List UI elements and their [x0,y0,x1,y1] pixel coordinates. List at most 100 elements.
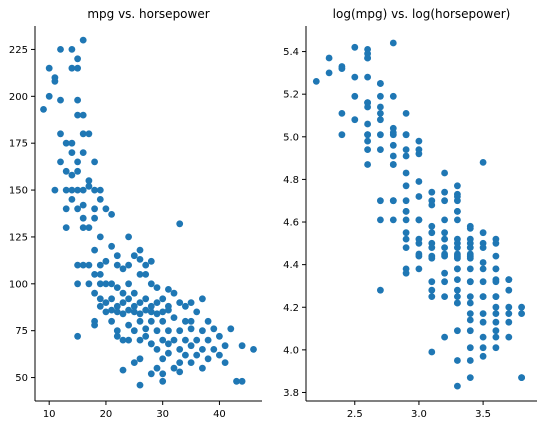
scatter-point [74,64,81,72]
scatter-point [85,280,93,288]
scatter-point [479,259,487,266]
scatter-point [505,303,513,311]
scatter-point [62,167,70,175]
right-y-tick-label: 4.4 [283,260,299,271]
scatter-point [176,368,184,376]
scatter-point [40,106,47,113]
scatter-point [402,146,410,154]
scatter-point [492,278,500,286]
scatter-point [441,293,448,300]
scatter-point [428,229,436,237]
scatter-point [96,271,104,278]
scatter-point [68,46,76,53]
scatter-point [389,216,397,224]
scatter-point [351,43,359,51]
scatter-point [51,77,59,85]
scatter-point [108,295,115,303]
scatter-point [74,332,81,340]
right-scatter-plot: log(mpg) vs. log(horsepower) 2.5 3.0 3.5 3.… [283,7,537,420]
scatter-point [182,336,189,344]
scatter-point [505,286,513,294]
scatter-point [142,325,150,333]
scatter-point [187,342,195,350]
scatter-point [85,177,93,185]
scatter-point [479,333,487,341]
scatter-point [102,257,110,265]
scatter-point [402,235,410,243]
scatter-point [227,325,235,333]
scatter-point [199,295,206,303]
scatter-point [136,355,144,363]
scatter-point [466,278,474,286]
scatter-point [377,146,384,154]
scatter-point [136,299,144,306]
scatter-point [479,244,487,252]
scatter-point [402,197,410,205]
scatter-point [377,116,384,124]
scatter-point [364,73,371,81]
scatter-point [428,254,436,262]
scatter-point [479,318,487,326]
left-y-tick-label: 200 [9,92,28,103]
scatter-point [57,158,64,166]
scatter-point [441,216,448,224]
scatter-point [428,293,436,300]
scatter-point [108,280,115,288]
scatter-point [159,317,167,325]
scatter-point [147,302,155,310]
scatter-point [74,280,81,288]
scatter-point [454,193,461,200]
scatter-point [57,96,64,104]
scatter-point [136,336,144,344]
scatter-point [136,310,144,318]
scatter-point [199,346,206,353]
scatter-point [68,186,76,194]
scatter-point [74,96,81,104]
scatter-point [153,299,161,306]
scatter-point [182,302,189,310]
scatter-point [389,161,397,168]
scatter-point [130,252,138,260]
scatter-point [74,261,81,269]
scatter-point [102,205,110,213]
scatter-point [364,161,371,168]
scatter-point [402,244,410,252]
scatter-point [85,261,93,269]
scatter-point [136,256,144,263]
scatter-point [204,317,212,325]
scatter-point [125,306,132,314]
scatter-point [454,182,461,190]
scatter-point [492,252,500,260]
right-y-tick-label: 4.6 [283,218,299,229]
left-x-tick-label: 30 [156,409,169,420]
scatter-point [187,325,195,333]
scatter-point [113,252,121,260]
scatter-point [153,346,161,353]
left-y-tick-label: 75 [15,326,28,337]
scatter-point [147,280,155,288]
scatter-point [454,208,461,215]
scatter-point [68,196,76,203]
scatter-point [45,92,53,100]
scatter-point [216,351,223,359]
scatter-point [85,182,93,190]
scatter-point [96,186,104,194]
scatter-point [199,327,206,335]
scatter-point [176,346,184,353]
scatter-point [389,129,397,136]
scatter-point [62,205,70,213]
scatter-point [119,366,127,374]
scatter-point [351,92,359,100]
scatter-point [176,359,184,366]
scatter-point [113,284,121,291]
scatter-point [79,130,87,138]
scatter-point [492,318,500,326]
scatter-point [238,377,246,385]
scatter-point [454,216,461,224]
left-y-tick-label: 100 [9,279,28,290]
scatter-point [68,171,76,179]
scatter-point [377,110,384,117]
scatter-point [428,278,436,286]
scatter-point [441,269,448,277]
left-y-tick-label: 50 [15,373,28,384]
